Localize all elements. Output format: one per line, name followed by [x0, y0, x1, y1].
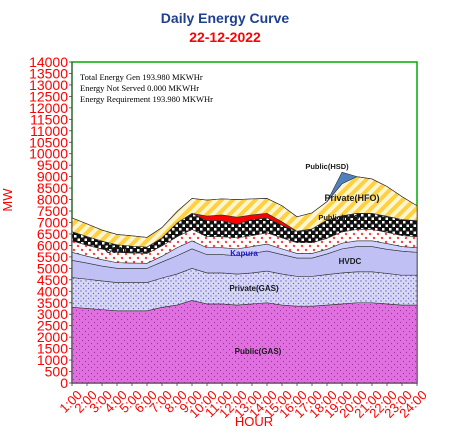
y-tick-label: 8500: [37, 180, 68, 196]
y-tick-label: 4000: [37, 283, 68, 299]
annotation-requirement: Energy Requirement 193.980 MKWHr: [80, 94, 213, 104]
y-tick-label: 7000: [37, 215, 68, 231]
y-tick-label: 11000: [30, 123, 68, 139]
y-tick-label: 11500: [30, 111, 68, 127]
y-tick-label: 3500: [37, 295, 68, 311]
label-private-hfo: Private(HFO): [324, 193, 379, 203]
y-tick-label: 9000: [37, 169, 68, 185]
label-public-gas: Public(GAS): [235, 347, 282, 356]
y-tick-label: 14000: [29, 54, 68, 70]
y-tick-label: 13000: [29, 77, 68, 93]
label-private-gas: Private(GAS): [229, 284, 279, 293]
y-tick-label: 2000: [37, 329, 68, 345]
y-tick-label: 2500: [37, 318, 68, 334]
y-tick-label: 1500: [37, 341, 68, 357]
label-coal: COAL: [106, 246, 129, 255]
area-series: [71, 171, 418, 384]
y-tick-label: 9500: [37, 157, 68, 173]
y-tick-label: 0: [60, 375, 68, 391]
chart-date: 22-12-2022: [189, 29, 261, 45]
label-kapura: Kapura: [230, 249, 258, 258]
label-hvdc: HVDC: [339, 257, 362, 266]
label-public-hfo: Public(HFO): [318, 213, 362, 222]
y-tick-label: 6500: [37, 226, 68, 242]
y-tick-label: 12500: [29, 88, 68, 104]
x-axis-label: HOUR: [235, 414, 273, 429]
y-tick-label: 3000: [37, 306, 68, 322]
y-tick-label: 6000: [37, 237, 68, 253]
annotation-total-gen: Total Energy Gen 193.980 MKWHr: [80, 72, 203, 82]
y-tick-label: 10500: [29, 134, 68, 150]
y-tick-label: 5500: [37, 249, 68, 265]
label-public-hsd: Public(HSD): [305, 162, 349, 171]
y-tick-label: 5000: [37, 260, 68, 276]
chart-title: Daily Energy Curve: [161, 10, 290, 26]
series-labels: Public(GAS) Private(GAS) HVDC Kapura COA…: [106, 162, 380, 356]
area-public-gas: [71, 300, 418, 384]
annotation-not-served: Energy Not Served 0.000 MKWHr: [80, 83, 199, 93]
y-tick-label: 4500: [37, 272, 68, 288]
y-tick-label: 10000: [29, 146, 68, 162]
y-tick-label: 1000: [37, 352, 68, 368]
y-tick-label: 500: [45, 364, 69, 380]
y-tick-label: 12000: [29, 100, 68, 116]
y-axis: 0500100015002000250030003500400045005000…: [29, 54, 72, 391]
y-axis-label: MW: [0, 188, 15, 212]
area-public-hsd: [71, 171, 418, 238]
y-tick-label: 8000: [37, 192, 68, 208]
y-tick-label: 13500: [29, 65, 68, 81]
y-tick-label: 7500: [37, 203, 68, 219]
